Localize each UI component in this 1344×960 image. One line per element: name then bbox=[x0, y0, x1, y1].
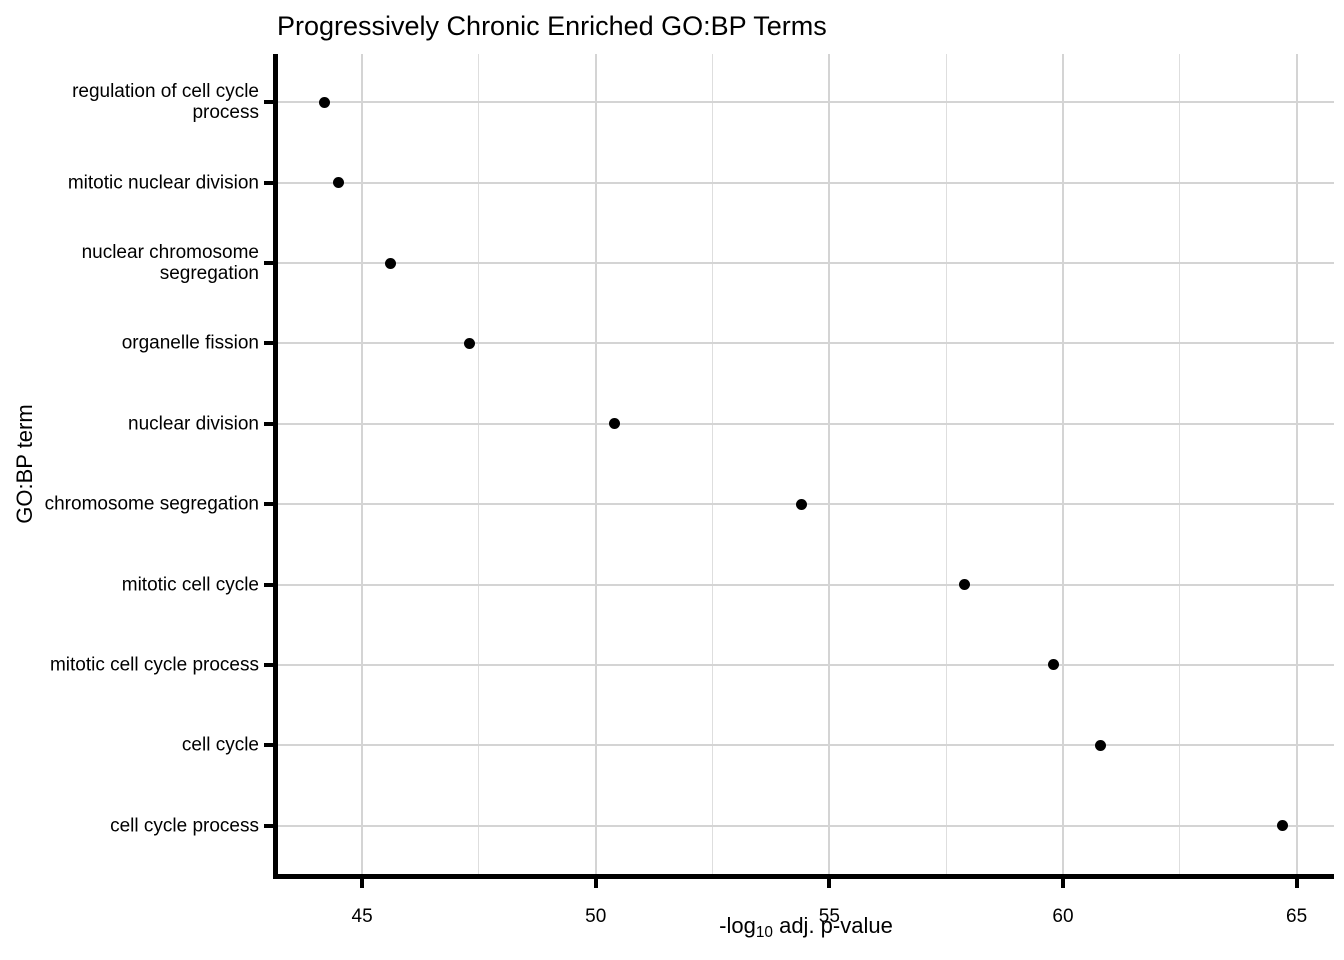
y-major-gridline bbox=[278, 583, 1334, 586]
y-axis-tick bbox=[264, 823, 273, 828]
x-major-gridline bbox=[361, 54, 364, 874]
y-major-gridline bbox=[278, 262, 1334, 265]
y-axis-tick bbox=[264, 180, 273, 185]
y-axis-tick bbox=[264, 261, 273, 266]
y-major-gridline bbox=[278, 663, 1334, 666]
x-axis-tick bbox=[1294, 879, 1299, 888]
x-axis-title-suffix: adj. p-value bbox=[772, 913, 893, 938]
y-axis-tick bbox=[264, 502, 273, 507]
plot-panel bbox=[273, 54, 1334, 879]
x-axis-tick bbox=[827, 879, 832, 888]
x-minor-gridline bbox=[478, 54, 480, 874]
x-axis-tick bbox=[1060, 879, 1065, 888]
x-minor-gridline bbox=[712, 54, 714, 874]
y-axis-tick bbox=[264, 341, 273, 346]
x-minor-gridline bbox=[945, 54, 947, 874]
y-axis-tick bbox=[264, 662, 273, 667]
y-major-gridline bbox=[278, 101, 1334, 104]
y-category-label: nuclear division bbox=[128, 413, 259, 435]
x-major-gridline bbox=[594, 54, 597, 874]
y-category-label: organelle fission bbox=[121, 332, 259, 354]
x-minor-gridline bbox=[1179, 54, 1181, 874]
x-tick-label: 60 bbox=[1052, 906, 1074, 927]
y-axis-title: GO:BP term bbox=[12, 404, 37, 524]
x-axis-line bbox=[273, 874, 1334, 879]
x-tick-label: 65 bbox=[1286, 906, 1308, 927]
data-point bbox=[1048, 659, 1060, 671]
y-axis-line bbox=[273, 54, 278, 879]
x-major-gridline bbox=[1061, 54, 1064, 874]
chart-title: Progressively Chronic Enriched GO:BP Ter… bbox=[277, 11, 827, 41]
data-point bbox=[1094, 739, 1106, 751]
x-axis-title: -log10 adj. p-value bbox=[278, 912, 1334, 943]
data-point bbox=[319, 96, 331, 108]
y-major-gridline bbox=[278, 422, 1334, 425]
x-major-gridline bbox=[1295, 54, 1298, 874]
x-axis-tick bbox=[593, 879, 598, 888]
y-major-gridline bbox=[278, 744, 1334, 747]
data-point bbox=[795, 498, 807, 510]
x-tick-label: 50 bbox=[585, 906, 607, 927]
y-category-label: cell cycle bbox=[181, 734, 259, 756]
y-axis-tick bbox=[264, 582, 273, 587]
data-point bbox=[333, 177, 345, 189]
y-category-label: cell cycle process bbox=[110, 815, 259, 837]
y-category-label: mitotic cell cycle bbox=[121, 574, 259, 596]
y-category-label: regulation of cell cycle process bbox=[72, 81, 259, 124]
y-axis-tick bbox=[264, 100, 273, 105]
data-point bbox=[464, 337, 476, 349]
y-category-label: chromosome segregation bbox=[44, 493, 259, 515]
y-category-label: mitotic cell cycle process bbox=[49, 654, 259, 676]
y-axis-tick bbox=[264, 421, 273, 426]
x-major-gridline bbox=[828, 54, 831, 874]
y-major-gridline bbox=[278, 342, 1334, 345]
x-tick-label: 45 bbox=[351, 906, 373, 927]
data-point bbox=[1277, 820, 1289, 832]
y-category-label: mitotic nuclear division bbox=[67, 172, 259, 194]
x-axis-title-prefix: -log bbox=[719, 913, 756, 938]
x-tick-label: 55 bbox=[818, 906, 840, 927]
y-axis-tick bbox=[264, 743, 273, 748]
y-major-gridline bbox=[278, 181, 1334, 184]
data-point bbox=[959, 579, 971, 591]
x-axis-tick bbox=[360, 879, 365, 888]
y-major-gridline bbox=[278, 824, 1334, 827]
y-category-label: nuclear chromosome segregation bbox=[81, 242, 259, 285]
data-point bbox=[384, 257, 396, 269]
data-point bbox=[608, 418, 620, 430]
x-axis-title-subscript: 10 bbox=[755, 924, 773, 942]
